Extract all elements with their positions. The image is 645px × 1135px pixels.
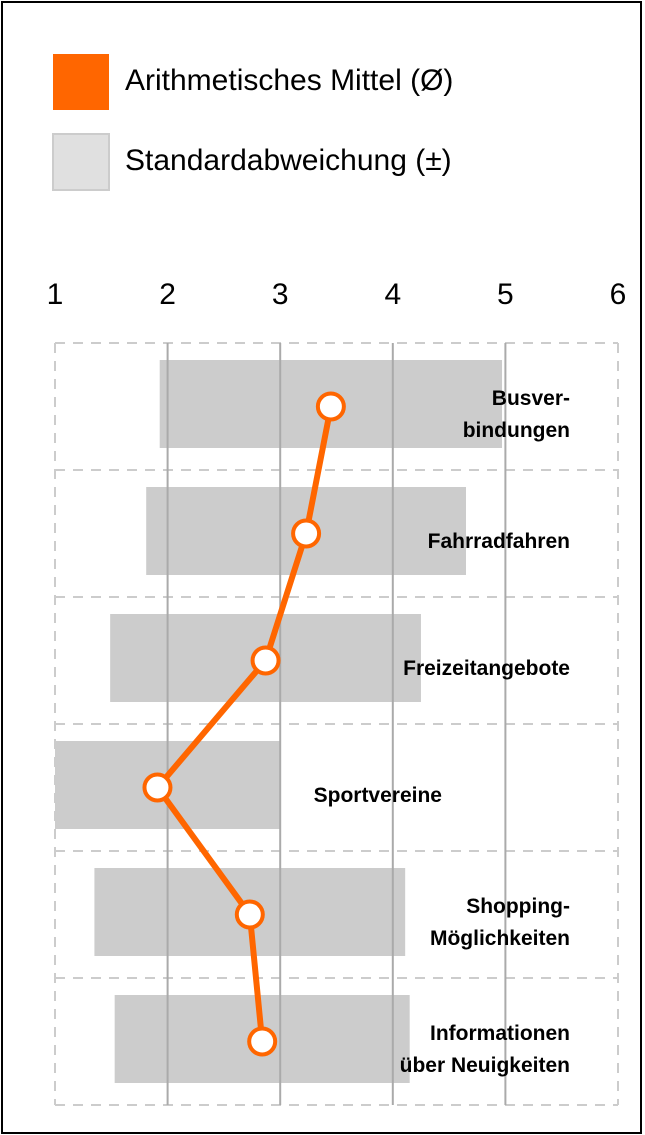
category-label: Busver- bindungen <box>462 386 570 442</box>
legend-swatch <box>53 54 109 110</box>
category-label: Freizeitangebote <box>403 656 570 680</box>
x-tick-label: 5 <box>497 278 514 311</box>
mean-point <box>247 1026 278 1057</box>
legend-label: Standardabweichung (±) <box>125 144 452 177</box>
mean-point <box>315 391 346 422</box>
x-tick-label: 4 <box>384 278 401 311</box>
mean-point <box>142 772 173 803</box>
category-label: Sportvereine <box>313 783 442 807</box>
category-label: Fahrradfahren <box>427 529 570 553</box>
legend-label: Arithmetisches Mittel (Ø) <box>125 64 453 97</box>
mean-point <box>250 645 281 676</box>
x-tick-label: 6 <box>610 278 627 311</box>
x-tick-label: 1 <box>47 278 64 311</box>
mean-point <box>234 899 265 930</box>
mean-line <box>153 405 334 1042</box>
legend-swatch <box>52 133 110 191</box>
x-tick-label: 2 <box>159 278 176 311</box>
category-label: Shopping- Möglichkeiten <box>429 894 570 950</box>
x-tick-label: 3 <box>272 278 289 311</box>
category-label: Informationen über Neuigkeiten <box>399 1021 570 1077</box>
mean-point <box>291 518 322 549</box>
